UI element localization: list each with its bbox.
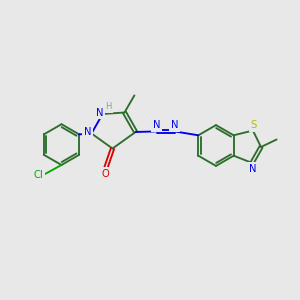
- Text: O: O: [101, 169, 109, 179]
- Text: N: N: [153, 120, 160, 130]
- Text: N: N: [249, 164, 256, 174]
- Text: N: N: [171, 120, 178, 130]
- Text: N: N: [96, 107, 103, 118]
- Text: Cl: Cl: [34, 169, 43, 180]
- Text: N: N: [83, 127, 91, 137]
- Text: H: H: [105, 102, 111, 111]
- Text: S: S: [250, 120, 256, 130]
